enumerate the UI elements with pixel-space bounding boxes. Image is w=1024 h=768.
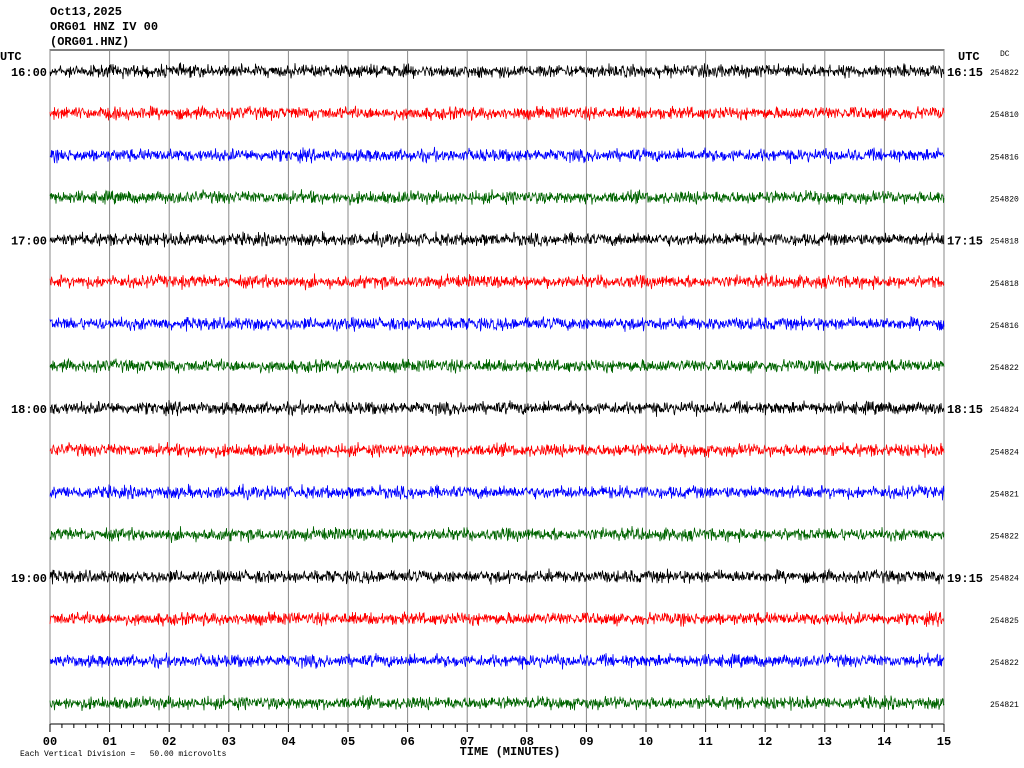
row-right-label: 18:15 — [947, 403, 983, 417]
dc-value: 254822 — [990, 533, 1019, 542]
x-tick-label: 03 — [222, 735, 236, 749]
trace — [49, 568, 945, 585]
dc-value: 254816 — [990, 322, 1019, 331]
x-tick-label: 01 — [102, 735, 116, 749]
dc-value: 254816 — [990, 153, 1019, 162]
row-right-label: 19:15 — [947, 572, 983, 586]
x-tick-label: 05 — [341, 735, 355, 749]
x-tick-label: 00 — [43, 735, 57, 749]
trace — [49, 399, 945, 417]
trace — [49, 104, 945, 122]
x-tick-label: 06 — [400, 735, 414, 749]
dc-value: 254822 — [990, 364, 1019, 373]
trace — [49, 189, 945, 206]
trace — [49, 273, 945, 291]
trace — [49, 652, 945, 670]
trace — [49, 483, 945, 501]
trace — [49, 230, 945, 248]
x-tick-label: 12 — [758, 735, 772, 749]
trace — [49, 146, 945, 165]
trace — [49, 526, 945, 544]
x-tick-label: 04 — [281, 735, 295, 749]
row-right-label: 16:15 — [947, 66, 983, 80]
trace — [49, 694, 945, 712]
dc-value: 254822 — [990, 69, 1019, 78]
row-left-label: 17:00 — [11, 235, 47, 249]
dc-value: 254810 — [990, 111, 1019, 120]
x-tick-label: 02 — [162, 735, 176, 749]
x-tick-label: 15 — [937, 735, 951, 749]
x-tick-label: 13 — [818, 735, 832, 749]
x-tick-label: 08 — [520, 735, 534, 749]
trace — [49, 62, 945, 80]
x-tick-label: 14 — [877, 735, 891, 749]
dc-value: 254820 — [990, 196, 1019, 205]
x-axis-label: TIME (MINUTES) — [460, 745, 561, 759]
title-line: (ORG01.HNZ) — [50, 35, 129, 49]
x-tick-label: 11 — [698, 735, 712, 749]
row-right-label: 17:15 — [947, 235, 983, 249]
footer: Each Vertical Division = 50.00 microvolt… — [20, 750, 227, 759]
dc-value: 254821 — [990, 490, 1019, 499]
trace — [49, 357, 945, 374]
row-left-label: 18:00 — [11, 403, 47, 417]
x-tick-label: 10 — [639, 735, 653, 749]
dc-label: DC — [1000, 50, 1010, 59]
dc-value: 254825 — [990, 617, 1019, 626]
dc-value: 254824 — [990, 406, 1019, 415]
dc-value: 254821 — [990, 701, 1019, 710]
row-left-label: 19:00 — [11, 572, 47, 586]
row-left-label: 16:00 — [11, 66, 47, 80]
left-axis-label: UTC — [0, 50, 22, 64]
dc-value: 254818 — [990, 280, 1019, 289]
trace — [49, 441, 945, 459]
dc-value: 254818 — [990, 238, 1019, 247]
trace — [49, 610, 945, 627]
x-tick-label: 07 — [460, 735, 474, 749]
dc-value: 254824 — [990, 448, 1019, 457]
dc-value: 254824 — [990, 575, 1019, 584]
x-tick-label: 09 — [579, 735, 593, 749]
title-line: ORG01 HNZ IV 00 — [50, 20, 158, 34]
right-axis-label: UTC — [958, 50, 980, 64]
trace — [49, 315, 945, 332]
dc-value: 254822 — [990, 659, 1019, 668]
title-line: Oct13,2025 — [50, 5, 122, 19]
